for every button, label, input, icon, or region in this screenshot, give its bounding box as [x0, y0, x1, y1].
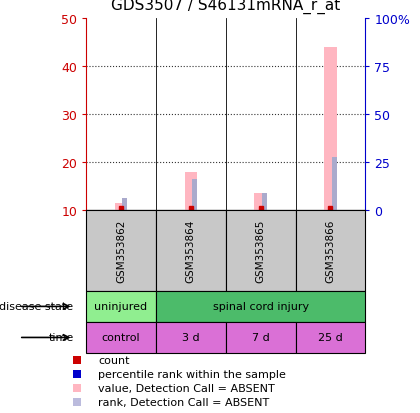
Bar — [226, 322, 296, 353]
Bar — [156, 291, 365, 322]
Text: disease state: disease state — [0, 301, 74, 312]
Bar — [332, 158, 337, 211]
Text: 3 d: 3 d — [182, 332, 199, 343]
Text: control: control — [102, 332, 140, 343]
Text: percentile rank within the sample: percentile rank within the sample — [98, 369, 286, 379]
Text: GSM353862: GSM353862 — [116, 219, 126, 282]
Text: uninjured: uninjured — [94, 301, 147, 312]
Bar — [324, 47, 337, 211]
Text: spinal cord injury: spinal cord injury — [213, 301, 309, 312]
Text: GSM353865: GSM353865 — [256, 219, 266, 282]
Bar — [86, 211, 156, 291]
Text: 7 d: 7 d — [252, 332, 270, 343]
Bar — [86, 291, 156, 322]
Text: rank, Detection Call = ABSENT: rank, Detection Call = ABSENT — [98, 397, 269, 407]
Bar — [156, 322, 226, 353]
Text: value, Detection Call = ABSENT: value, Detection Call = ABSENT — [98, 383, 275, 393]
Bar — [156, 211, 226, 291]
Bar — [262, 194, 267, 211]
Text: 25 d: 25 d — [318, 332, 343, 343]
Bar — [296, 322, 365, 353]
Bar — [86, 322, 156, 353]
Title: GDS3507 / S46131mRNA_r_at: GDS3507 / S46131mRNA_r_at — [111, 0, 340, 14]
Bar — [226, 211, 296, 291]
Bar — [192, 179, 197, 211]
Bar — [296, 211, 365, 291]
Bar — [122, 199, 127, 211]
Text: time: time — [48, 332, 74, 343]
Bar — [184, 172, 197, 211]
Bar — [255, 194, 267, 211]
Text: count: count — [98, 355, 130, 365]
Text: GSM353864: GSM353864 — [186, 219, 196, 282]
Bar — [115, 204, 127, 211]
Text: GSM353866: GSM353866 — [326, 219, 336, 282]
